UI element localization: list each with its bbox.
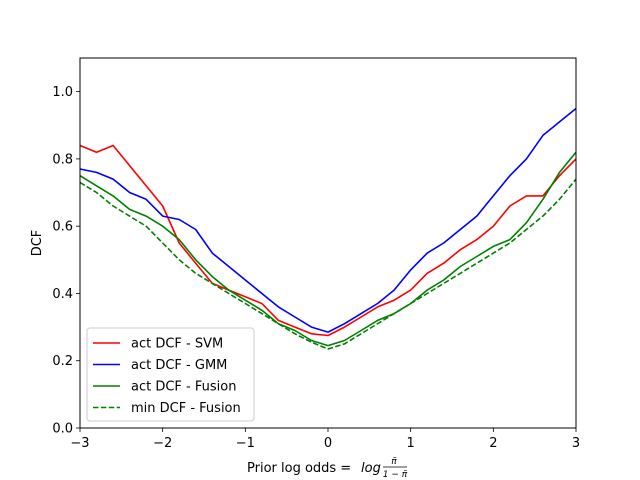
- legend-label-2: act DCF - Fusion: [131, 380, 236, 395]
- y-axis-label: DCF: [30, 230, 45, 257]
- x-axis-ticks: −3 −2 −1 0 1 2 3: [70, 428, 580, 451]
- y-axis-ticks: 0.0 0.2 0.4 0.6 0.8 1.0: [52, 85, 80, 437]
- legend-box: [86, 327, 255, 422]
- y-tick-label: 0.4: [52, 287, 73, 302]
- x-axis-label-numerator: π̃: [391, 457, 397, 467]
- x-axis-label: Prior log odds = log π̃ 1 − π̃: [247, 457, 408, 480]
- y-tick-label: 0.2: [52, 354, 73, 369]
- x-tick-label: 2: [489, 436, 497, 451]
- series-layer: [79, 107, 577, 350]
- x-axis-label-func: log: [361, 461, 381, 476]
- series-line-0: [79, 144, 577, 337]
- series-line-2: [79, 151, 577, 347]
- series-line-1: [79, 107, 577, 333]
- legend-label-3: min DCF - Fusion: [131, 401, 241, 416]
- x-axis-label-prefix: Prior log odds =: [247, 461, 351, 476]
- x-tick-label: −1: [236, 436, 255, 451]
- x-tick-label: −3: [70, 436, 89, 451]
- x-axis-label-denominator: 1 − π̃: [383, 470, 408, 480]
- legend-label-0: act DCF - SVM: [131, 337, 223, 352]
- series-line-3: [79, 178, 577, 350]
- y-tick-label: 0.6: [52, 220, 73, 235]
- x-tick-label: 3: [572, 436, 580, 451]
- y-tick-label: 0.0: [52, 422, 73, 437]
- x-tick-label: 0: [324, 436, 332, 451]
- legend: act DCF - SVM act DCF - GMM act DCF - Fusi…: [86, 327, 255, 422]
- y-tick-label: 1.0: [52, 85, 73, 100]
- x-tick-label: −2: [153, 436, 172, 451]
- x-tick-label: 1: [407, 436, 415, 451]
- legend-label-1: act DCF - GMM: [131, 358, 227, 373]
- y-tick-label: 0.8: [52, 152, 73, 167]
